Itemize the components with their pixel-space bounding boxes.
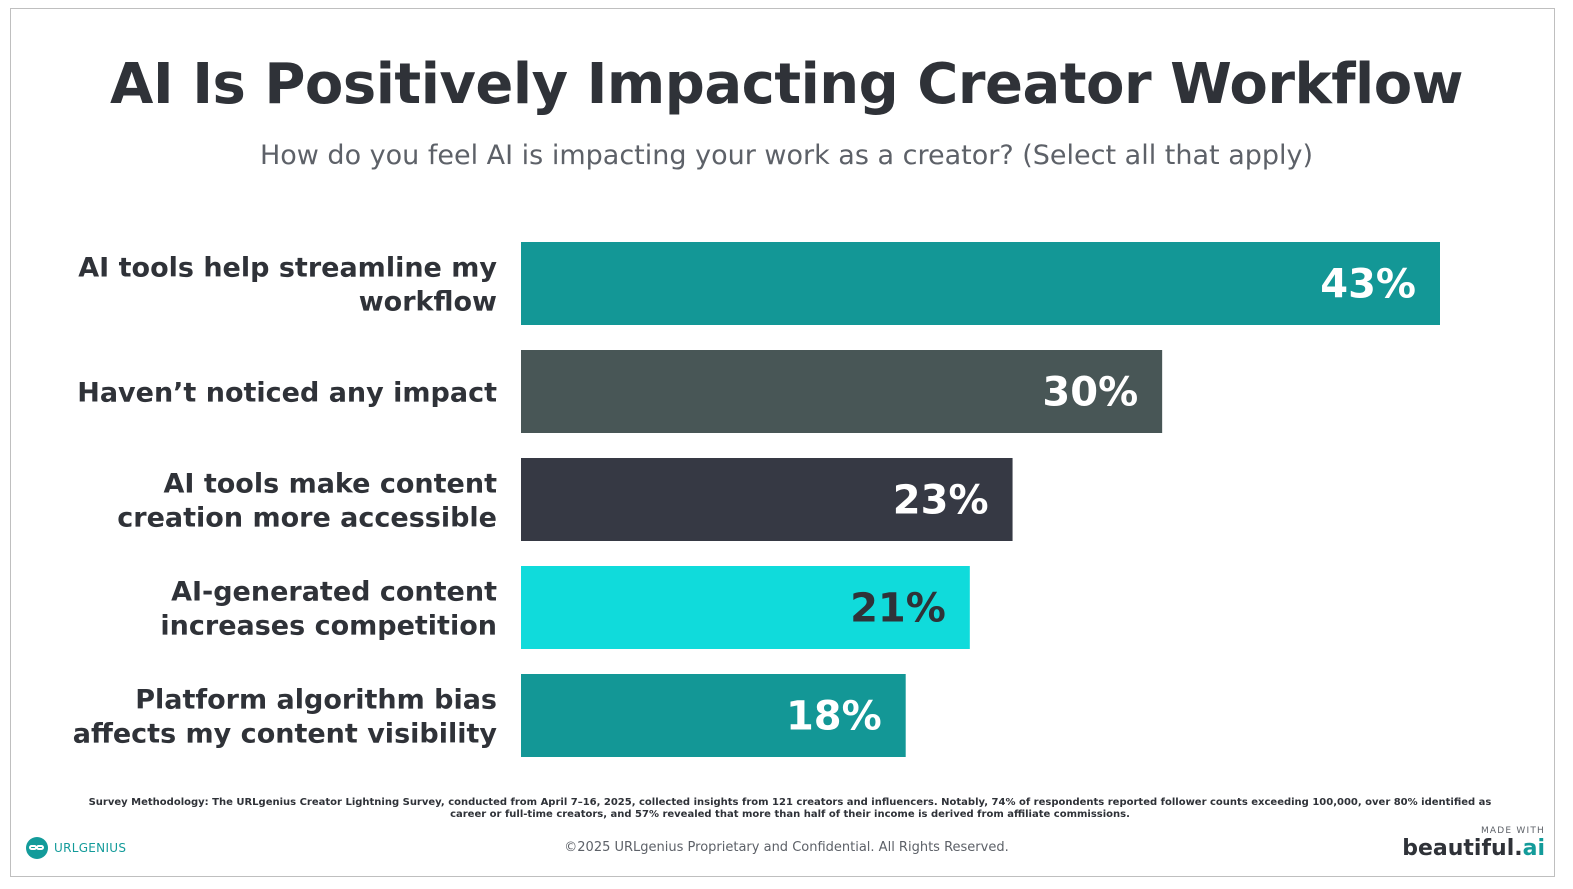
category-label-5-line-1: Platform algorithm bias xyxy=(135,685,497,716)
copyright-text: ©2025 URLgenius Proprietary and Confiden… xyxy=(564,840,1009,855)
made-with-badge: MADE WITH beautiful.ai xyxy=(1402,826,1545,862)
category-label-2-line-1: Haven’t noticed any impact xyxy=(77,378,497,409)
value-label-2: 30% xyxy=(1042,370,1138,416)
urlgenius-logo: URLGENIUS xyxy=(26,837,126,859)
chart-title: AI Is Positively Impacting Creator Workf… xyxy=(110,52,1463,117)
survey-methodology: Survey Methodology: The URLgenius Creato… xyxy=(88,797,1492,820)
category-label-4-line-2: increases competition xyxy=(160,611,497,642)
badge-main-text: beautiful.ai xyxy=(1402,836,1545,862)
value-label-4: 21% xyxy=(850,586,946,632)
slide-frame xyxy=(10,8,1555,877)
category-label-3-line-1: AI tools make content xyxy=(164,469,498,500)
value-label-5: 18% xyxy=(786,694,882,740)
bar-1 xyxy=(521,242,1440,325)
category-label-3-line-2: creation more accessible xyxy=(117,503,497,534)
link-icon xyxy=(26,837,48,859)
badge-brand-accent: ai xyxy=(1522,836,1545,861)
bar-5 xyxy=(521,674,906,757)
badge-brand: beautiful. xyxy=(1402,836,1523,861)
bar-2 xyxy=(521,350,1163,433)
bar-3 xyxy=(521,458,1013,541)
bar-4 xyxy=(521,566,970,649)
category-label-4-line-1: AI-generated content xyxy=(171,577,497,608)
category-label-1-line-2: workflow xyxy=(359,287,497,318)
category-label-1-line-1: AI tools help streamline my xyxy=(78,253,497,284)
logo-text: URLGENIUS xyxy=(54,841,127,855)
chart-subtitle: How do you feel AI is impacting your wor… xyxy=(259,140,1314,171)
badge-top-text: MADE WITH xyxy=(1480,826,1545,836)
category-label-5-line-2: affects my content visibility xyxy=(73,719,498,750)
value-label-1: 43% xyxy=(1320,262,1416,308)
value-label-3: 23% xyxy=(893,478,989,524)
